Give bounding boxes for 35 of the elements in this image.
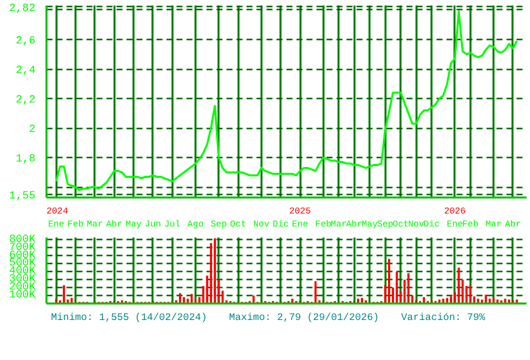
x-tick-label: Jun	[144, 220, 162, 230]
x-tick-label: Dic	[424, 220, 440, 230]
x-tick-label: Oct	[230, 220, 246, 230]
y-tick-label: 2,2	[16, 94, 36, 107]
x-tick-label: Feb	[462, 220, 478, 230]
x-tick-label: Mar	[485, 220, 502, 230]
x-tick-label: 2025 Ene	[289, 206, 311, 230]
x-tick-label: Abr	[346, 220, 362, 230]
text: Maximo: 2,79 (29/01/2026)	[229, 313, 380, 324]
x-tick-label: May	[125, 220, 142, 230]
x-tick-label: Ago	[187, 220, 204, 230]
y-tick-label: 2	[28, 124, 36, 136]
x-tick-label: Sep	[210, 220, 227, 230]
y-tick-label: 2,6	[16, 35, 36, 48]
x-tick-label: Nov	[408, 220, 425, 230]
x-tick-label: Mar	[330, 220, 347, 230]
x-tick-label: Feb	[67, 220, 84, 230]
x-tick-label: Feb	[315, 220, 332, 230]
x-tick-label: Nov	[253, 220, 270, 230]
y-tick-label: 2,4	[16, 65, 36, 78]
x-tick-label: Mar	[86, 220, 103, 230]
y-tick-label: 100K	[9, 290, 36, 302]
x-tick-label: Jul	[164, 220, 180, 230]
x-tick-label: 2024 Ene	[46, 206, 68, 230]
x-tick-label: May	[362, 220, 378, 230]
x-tick-label: Abr	[504, 220, 522, 230]
text: Variación: 79%	[401, 313, 486, 324]
x-tick-label: Abr	[106, 220, 122, 230]
x-tick-label: Dic	[272, 220, 289, 230]
x-tick-label: Oct	[392, 220, 409, 230]
y-tick-label: 1,55	[9, 190, 36, 203]
y-tick-label: 2,82	[9, 2, 36, 15]
y-tick-label: 1,8	[16, 154, 36, 166]
x-tick-label: Sep	[377, 220, 394, 230]
text: Minimo: 1,555 (14/02/2024)	[51, 313, 208, 324]
